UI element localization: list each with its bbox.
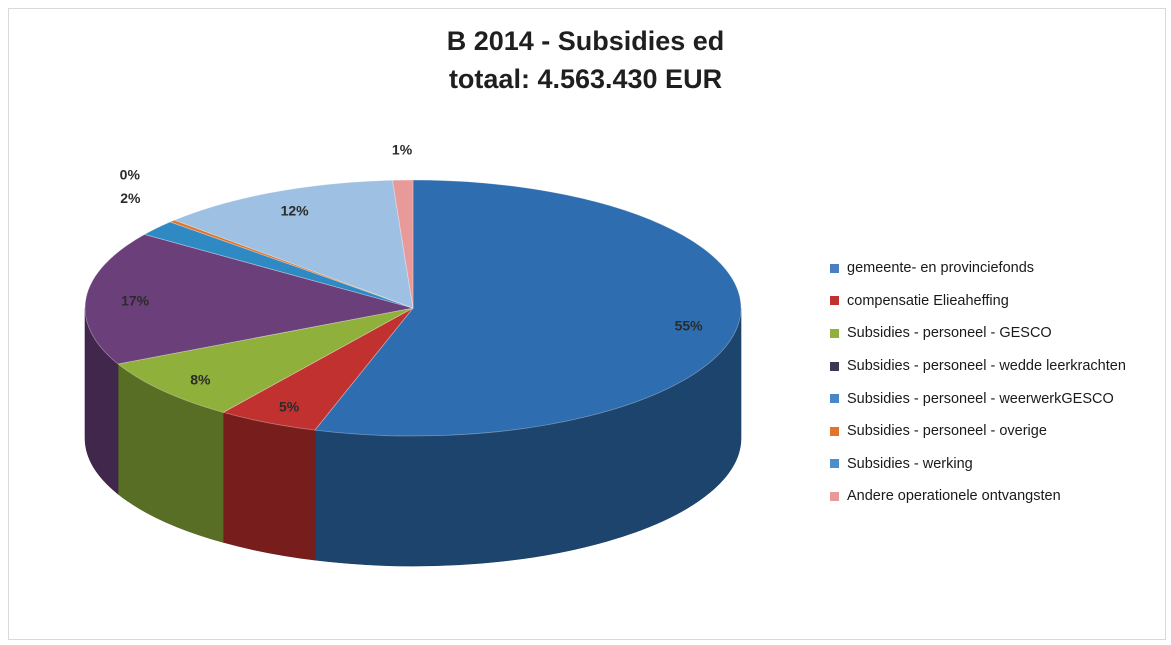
pie-top-faces <box>84 179 742 437</box>
pie-side-walls <box>84 307 742 567</box>
legend-label: Subsidies - personeel - wedde leerkracht… <box>847 358 1126 375</box>
pie-slice-5 <box>143 221 414 309</box>
legend-item-5: Subsidies - personeel - weerwerkGESCO <box>830 382 1165 415</box>
legend-item-2: compensatie Elieaheffing <box>830 285 1165 318</box>
legend-item-6: Subsidies - personeel - overige <box>830 415 1165 448</box>
legend-swatch <box>830 491 839 501</box>
legend-swatch <box>830 394 839 404</box>
legend-label: Subsidies - personeel - GESCO <box>847 325 1052 342</box>
pie-slice-8 <box>391 179 414 309</box>
pie-slice-2 <box>222 307 414 431</box>
pie-slice-6 <box>169 219 414 309</box>
chart-subtitle: totaal: 4.563.430 EUR <box>448 64 723 94</box>
legend-swatch <box>830 459 839 469</box>
pie-data-labels: 55% 5% 8% 17% 2% 0% 12% 1% <box>120 141 703 414</box>
legend-item-1: gemeente- en provinciefonds <box>830 252 1165 285</box>
legend-label: Andere operationele ontvangsten <box>847 488 1061 505</box>
legend-swatch <box>830 361 839 371</box>
legend-label: gemeente- en provinciefonds <box>847 260 1035 277</box>
legend-item-3: Subsidies - personeel - GESCO <box>830 317 1165 350</box>
pie-label-1: 55% <box>675 317 704 333</box>
chart-legend: gemeente- en provinciefonds compensatie E… <box>830 252 1165 513</box>
chart-title-block: B 2014 - Subsidies ed totaal: 4.563.430 … <box>0 22 1171 98</box>
legend-swatch <box>830 426 839 436</box>
pie-label-7: 12% <box>281 202 310 218</box>
pie-label-4: 17% <box>121 292 150 308</box>
pie-slice-4 <box>84 233 414 365</box>
pie-label-5: 2% <box>120 190 141 206</box>
legend-swatch <box>830 328 839 338</box>
chart-title: B 2014 - Subsidies ed <box>446 26 725 56</box>
pie-label-8: 1% <box>392 141 413 157</box>
pie-slice-1 <box>314 179 742 437</box>
legend-label: Subsidies - personeel - weerwerkGESCO <box>847 390 1114 407</box>
legend-swatch <box>830 263 839 273</box>
pie-label-2: 5% <box>279 398 300 414</box>
pie-slice-7 <box>173 179 414 309</box>
pie-label-6: 0% <box>120 167 141 183</box>
pie-label-3: 8% <box>190 371 211 387</box>
pie-slice-3 <box>117 307 414 413</box>
legend-label: compensatie Elieaheffing <box>847 292 1009 309</box>
legend-item-7: Subsidies - werking <box>830 448 1165 481</box>
legend-swatch <box>830 296 839 306</box>
legend-label: Subsidies - personeel - overige <box>847 423 1047 440</box>
pie-side-2 <box>222 412 316 561</box>
legend-item-4: Subsidies - personeel - wedde leerkracht… <box>830 350 1165 383</box>
legend-item-8: Andere operationele ontvangsten <box>830 480 1165 513</box>
legend-label: Subsidies - werking <box>847 455 973 472</box>
